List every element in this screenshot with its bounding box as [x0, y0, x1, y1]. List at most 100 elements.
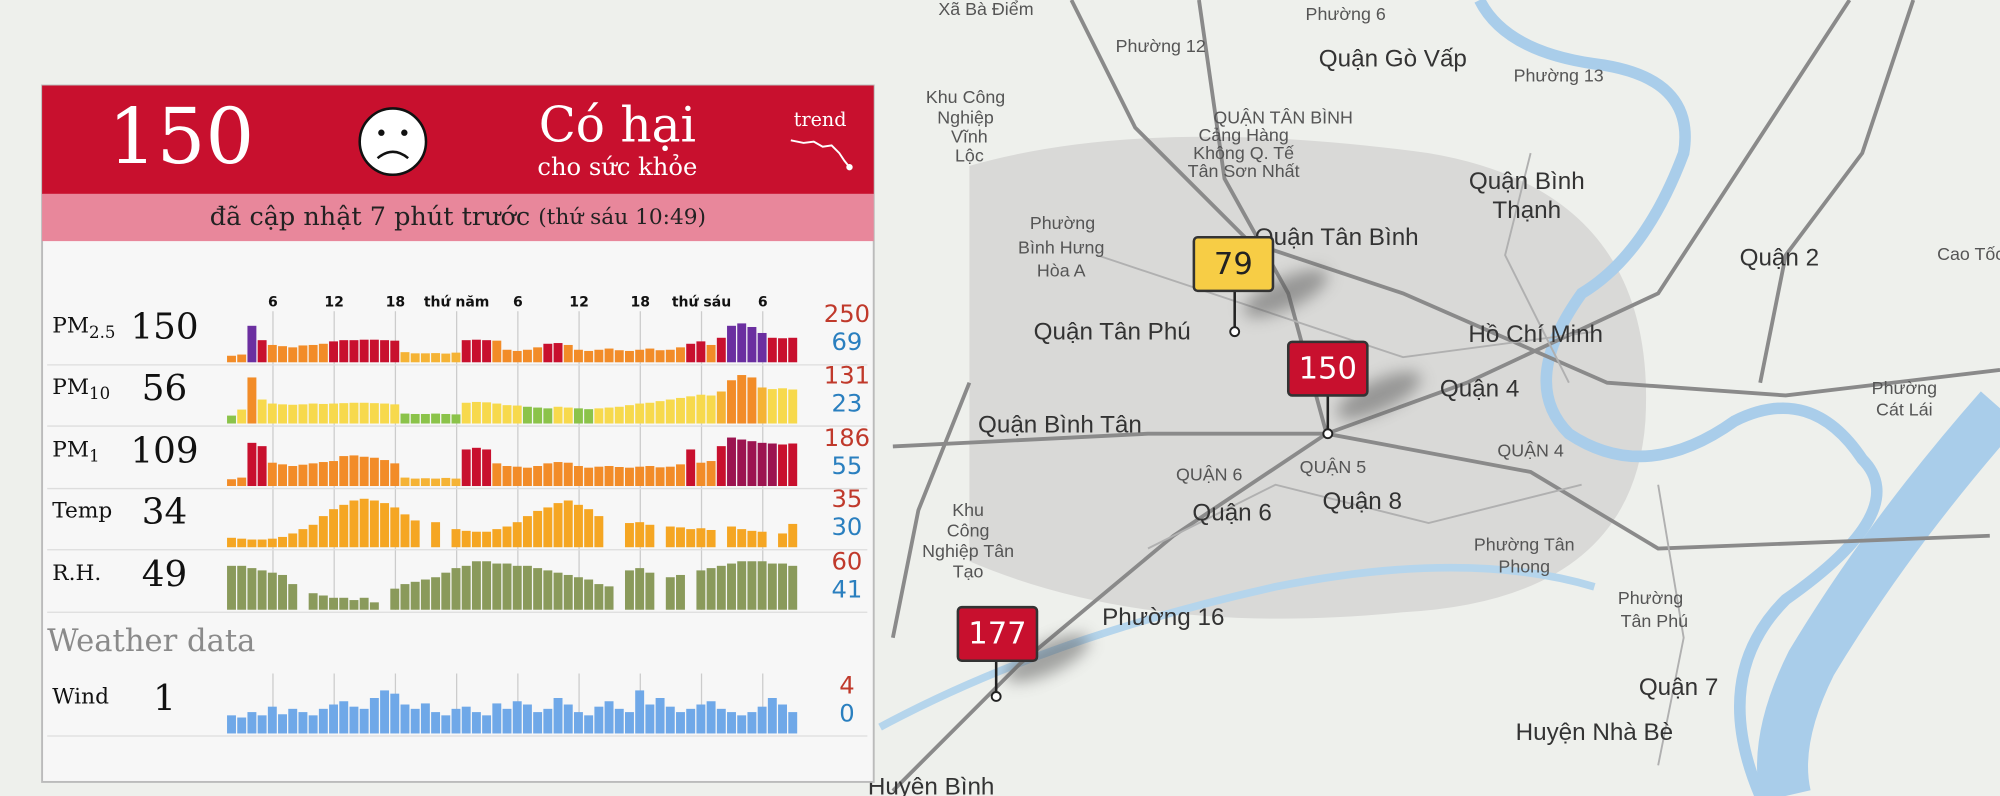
map-label: Quận Bình — [1469, 168, 1585, 195]
bar — [339, 456, 349, 487]
bar — [655, 350, 665, 363]
map-label: Vĩnh — [951, 127, 988, 147]
bar — [461, 402, 471, 424]
map-label: Phường — [1618, 588, 1683, 608]
bar — [329, 509, 339, 548]
row-label-main: R.H. — [52, 561, 101, 586]
bar — [349, 706, 359, 734]
bar — [594, 516, 604, 548]
bar — [482, 340, 492, 363]
bar — [329, 461, 339, 487]
bar — [614, 350, 624, 363]
bar — [747, 561, 757, 610]
bar — [502, 405, 512, 424]
bar — [461, 340, 471, 363]
bar — [533, 347, 543, 363]
bar — [492, 403, 502, 424]
row-min: 55 — [832, 452, 863, 480]
bar — [788, 712, 798, 734]
sad-face — [358, 107, 428, 177]
bar — [553, 343, 563, 363]
bar — [267, 403, 277, 424]
map-label: Cao Tốc — [1937, 244, 2000, 264]
bar — [594, 408, 604, 424]
bar — [604, 701, 614, 734]
bar — [645, 402, 655, 424]
bar — [716, 708, 726, 734]
bar — [369, 403, 379, 424]
bar — [390, 693, 400, 734]
bar — [461, 706, 471, 734]
bar — [400, 584, 410, 610]
map-label: QUẬN 5 — [1300, 456, 1367, 477]
row-value: 1 — [153, 678, 176, 719]
bar — [502, 708, 512, 734]
station-marker[interactable]: 177 — [956, 605, 1095, 702]
marker-dot — [1322, 428, 1334, 440]
time-label: 12 — [569, 294, 589, 310]
bar — [482, 531, 492, 548]
map-label: Cát Lái — [1876, 399, 1933, 419]
row-label: PM10 — [52, 375, 110, 403]
map-label: Phường — [1030, 213, 1095, 233]
bar — [727, 325, 736, 363]
bar — [471, 401, 481, 424]
bar — [512, 466, 522, 487]
bar — [737, 529, 747, 548]
bar — [573, 466, 583, 487]
map-label: Quận Tân Bình — [1255, 224, 1419, 251]
bar — [461, 565, 471, 610]
bar — [471, 531, 481, 548]
bar — [747, 377, 757, 424]
bar — [696, 704, 706, 734]
map-label: Quận Gò Vấp — [1319, 45, 1467, 72]
bar — [584, 467, 594, 487]
bar — [614, 467, 624, 487]
bar — [553, 406, 563, 424]
bar — [665, 399, 675, 424]
bar — [237, 409, 247, 424]
bar — [278, 574, 287, 610]
bar — [359, 597, 369, 610]
bar — [676, 464, 685, 487]
map-label: Huyện Nhà Bè — [1516, 719, 1674, 746]
bar — [227, 565, 236, 610]
bar — [349, 600, 359, 610]
map-label: Tạo — [953, 561, 984, 581]
row-min: 30 — [832, 513, 863, 541]
row-min: 41 — [832, 576, 863, 604]
bar — [359, 402, 369, 424]
bar — [257, 399, 267, 424]
bar — [502, 563, 512, 610]
bar — [604, 348, 614, 363]
bar — [727, 437, 736, 487]
marker-value: 79 — [1214, 247, 1253, 282]
bar — [757, 387, 767, 424]
bar — [533, 568, 543, 610]
bar — [553, 698, 563, 734]
bar — [716, 446, 726, 487]
bar — [257, 539, 267, 548]
station-marker[interactable]: 79 — [1192, 236, 1334, 338]
time-label: 6 — [268, 294, 278, 310]
row-label-main: PM — [52, 437, 89, 462]
bar — [543, 507, 553, 548]
row-label-main: Temp — [52, 499, 112, 524]
map-label: Phường — [1872, 378, 1937, 398]
trend-icon[interactable] — [790, 139, 851, 168]
bar — [767, 443, 777, 487]
canal — [878, 563, 1596, 731]
trend-label[interactable]: trend — [794, 108, 847, 131]
bar — [359, 339, 369, 363]
bar — [278, 346, 287, 363]
bar — [522, 349, 532, 363]
bar — [339, 340, 349, 363]
bar — [584, 409, 594, 424]
map-label: Phường 6 — [1306, 4, 1386, 24]
bar — [451, 414, 461, 424]
bar — [400, 413, 410, 424]
bar — [247, 377, 257, 424]
bar — [696, 528, 706, 548]
station-marker[interactable]: 150 — [1286, 340, 1427, 440]
bar — [390, 463, 400, 487]
